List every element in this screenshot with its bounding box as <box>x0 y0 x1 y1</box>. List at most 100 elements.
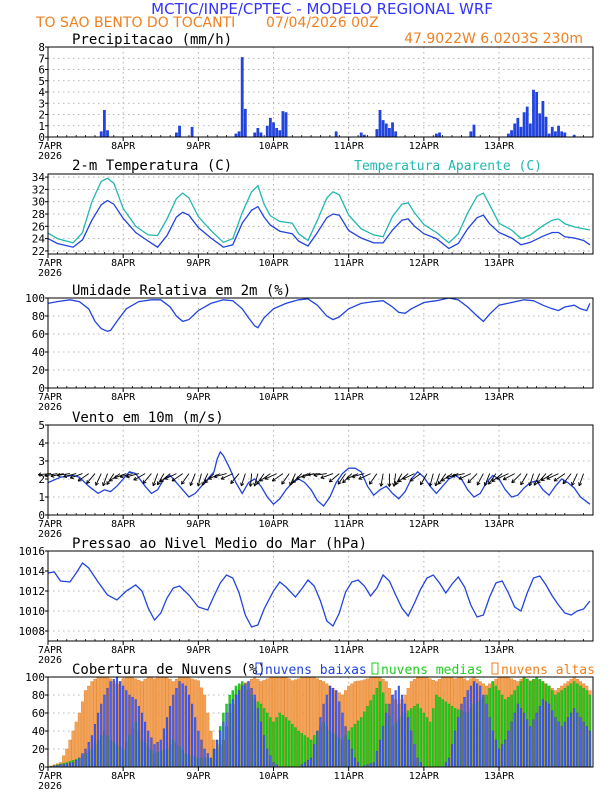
wind-arrow-head <box>301 474 305 478</box>
wind-arrow <box>181 473 190 485</box>
wind-arrow-head <box>369 482 373 485</box>
wind-arrow-head <box>528 482 530 487</box>
wind-arrow-head <box>152 483 157 487</box>
wind-arrow-shaft <box>142 473 152 484</box>
wind-arrow-shaft <box>201 473 209 486</box>
wind-arrow-head <box>38 474 42 477</box>
wind-arrow-shaft <box>213 473 227 478</box>
cloud-bar <box>582 721 585 768</box>
wind-arrow <box>230 473 240 484</box>
plot-frame <box>47 173 594 255</box>
x-tick-label: 11APR <box>334 258 365 269</box>
wind-arrow-head <box>204 479 207 483</box>
cloud-bar <box>510 721 513 768</box>
x-tick-label: 9APR <box>186 392 211 403</box>
cloud-bar <box>472 681 475 768</box>
y-tick-label: 8 <box>38 41 45 54</box>
wind-arrow-head <box>546 476 550 480</box>
cloud-bar <box>529 726 532 768</box>
precip-bar <box>550 126 554 137</box>
cloud-bar <box>172 694 175 768</box>
cloud-bar <box>410 730 413 768</box>
wind-arrow-head <box>320 477 325 480</box>
wind-arrow-head <box>292 481 296 484</box>
x-year-label: 2026 <box>38 655 62 666</box>
cloud-bar <box>287 720 291 768</box>
wind-arrow-head <box>342 479 345 483</box>
wind-arrow-head <box>398 480 402 483</box>
y-tick-label: 1008 <box>19 625 46 638</box>
cloud-bar <box>166 717 169 768</box>
wind-arrow <box>409 473 421 482</box>
precip-bar <box>265 125 269 137</box>
wind-arrow-head <box>119 474 123 478</box>
wind-arrow-shaft <box>520 473 528 486</box>
wind-arrow <box>164 473 177 480</box>
wind-arrow-head <box>281 482 286 485</box>
wind-arrow-shaft <box>95 473 102 486</box>
cloud-bar <box>413 744 416 768</box>
wind-arrow <box>240 473 246 487</box>
cloud-bar <box>65 763 68 768</box>
precip-bar <box>240 57 244 137</box>
wind-arrow-head <box>113 475 117 479</box>
cloud-bar <box>563 721 566 768</box>
precip-bar <box>102 110 106 137</box>
cloud-bar <box>432 708 435 768</box>
cloud-bar <box>103 694 106 768</box>
cloud-bar <box>454 730 457 768</box>
cloud-bar <box>438 697 441 768</box>
wind-arrow-shaft <box>220 473 233 480</box>
x-tick-label: 7APR <box>38 258 63 269</box>
wind-arrow-head <box>44 475 49 478</box>
wind-arrow-shaft <box>467 473 478 484</box>
panel-title-wind: Vento em 10m (m/s) <box>72 410 224 426</box>
precip-bar <box>557 125 560 137</box>
cloud-bar <box>256 708 259 768</box>
wind-arrow <box>119 473 133 479</box>
plot-frame <box>47 46 594 138</box>
wind-arrow <box>337 473 346 485</box>
cloud-bar <box>225 712 228 768</box>
cloud-bar <box>313 744 316 768</box>
wind-arrow <box>502 473 515 481</box>
cloud-bar <box>306 760 309 768</box>
wind-arrow-shaft <box>230 473 240 484</box>
precip-bar <box>519 126 523 137</box>
panel-title-humidity: Umidade Relativa em 2m (%) <box>72 283 291 299</box>
precip-bar <box>507 133 510 137</box>
wind-arrow-head <box>434 482 436 487</box>
cloud-bar <box>197 730 200 768</box>
wind-arrow <box>434 473 440 487</box>
wind-arrow-head <box>395 482 399 486</box>
wind-arrow-head <box>171 477 174 482</box>
y-tick-label: 60 <box>32 707 45 720</box>
wind-arrow <box>351 473 365 479</box>
wind-arrow-shaft <box>380 473 384 487</box>
cloud-bar <box>222 721 225 768</box>
cloud-bar <box>68 762 71 768</box>
wind-arrow-head <box>63 474 67 478</box>
precip-bar <box>522 112 526 137</box>
cloud-bar <box>303 762 306 768</box>
cloud-bar <box>501 744 504 768</box>
wind-arrow <box>264 473 277 480</box>
cloud-bar <box>231 699 234 768</box>
wind-arrow <box>483 473 491 487</box>
wind-arrow-shaft <box>181 473 190 485</box>
wind-arrow-shaft <box>571 473 578 486</box>
wind-arrow-shaft <box>358 473 371 480</box>
precip-bar <box>541 101 545 137</box>
cloud-bar <box>447 757 450 768</box>
cloud-bar <box>140 712 143 768</box>
wind-arrow-head <box>125 474 130 478</box>
wind-arrow-head <box>230 480 232 484</box>
cloud-bar <box>545 701 548 768</box>
wind-arrow <box>578 473 585 487</box>
cloud-bar <box>344 726 347 768</box>
plot-frame <box>47 676 594 768</box>
wind-arrow-head <box>197 483 201 487</box>
y-tick-label: 1 <box>38 120 45 133</box>
wind-arrow-head <box>511 481 516 484</box>
